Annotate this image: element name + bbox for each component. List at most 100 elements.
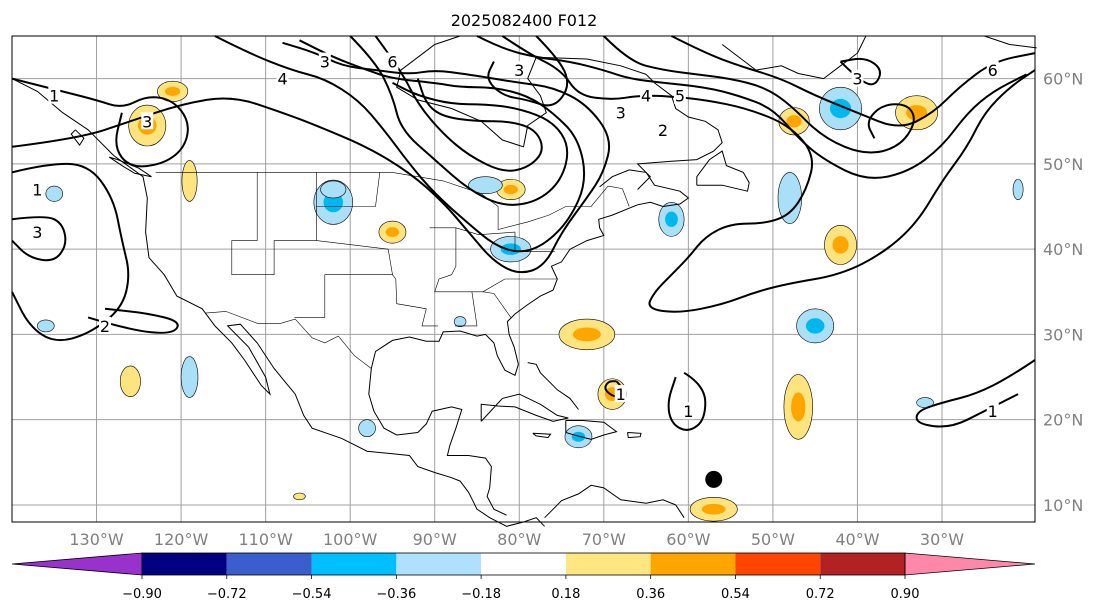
colorbar-tick-label: 0.72 xyxy=(806,587,835,602)
contour-label-bg xyxy=(276,69,289,87)
contour-line xyxy=(11,162,130,342)
colorbar-tick-label: −0.54 xyxy=(292,587,332,602)
colorbar-tick-label: 0.54 xyxy=(721,587,750,602)
contour-label: 1 xyxy=(32,180,42,199)
contour-label-bg xyxy=(48,86,61,104)
anomaly-blob xyxy=(1012,178,1024,201)
anomaly-blob xyxy=(293,492,306,501)
coastline xyxy=(696,150,750,192)
colorbar-segment xyxy=(142,553,227,575)
anomaly-blob xyxy=(358,419,376,438)
coastline xyxy=(984,35,1037,49)
contour-label: 1 xyxy=(988,402,998,421)
coastline xyxy=(370,169,690,377)
contour-line xyxy=(11,216,67,262)
map-frame xyxy=(11,35,1036,523)
boundary-line xyxy=(316,172,381,207)
storm-marker xyxy=(705,470,723,488)
anomaly-blob xyxy=(777,172,802,224)
colorbar-segment xyxy=(820,553,905,575)
contour-label-bg xyxy=(99,316,111,334)
colorbar-segment xyxy=(481,553,566,575)
contour-label-bg xyxy=(318,52,331,70)
colorbar-segment xyxy=(735,553,821,575)
colorbar-segment xyxy=(396,553,482,575)
contour-label: 1 xyxy=(49,87,59,106)
lon-tick-label: 40°W xyxy=(835,530,879,549)
colorbar-tick-label: −0.36 xyxy=(376,587,416,602)
colorbar-segment xyxy=(311,553,397,575)
contour-label-bg xyxy=(31,180,44,198)
colorbar-tick-label: 0.18 xyxy=(551,587,580,602)
lat-tick-label: 30°N xyxy=(1043,325,1083,344)
coastline xyxy=(544,484,685,519)
contour-label: 3 xyxy=(514,61,524,80)
boundary-line xyxy=(434,227,557,293)
contour-line xyxy=(667,371,707,431)
contour-line xyxy=(87,307,179,334)
contour-line xyxy=(915,359,1036,428)
contour-line xyxy=(11,77,189,168)
boundary-line xyxy=(294,240,393,318)
contour-label: 3 xyxy=(142,112,152,131)
map-title: 2025082400 F012 xyxy=(451,11,598,30)
contour-label-bg xyxy=(673,86,686,104)
colorbar-segment xyxy=(650,553,736,575)
boundary-line xyxy=(482,291,512,318)
latitude-tick-labels: 60°N 50°N 40°N 30°N 20°N 10°N xyxy=(1043,70,1083,515)
colorbar-extend-max xyxy=(904,552,1036,576)
contour-label: 4 xyxy=(641,87,651,106)
anomaly-core xyxy=(503,184,519,195)
colorbar-tick-label: 0.36 xyxy=(636,587,665,602)
lat-tick-label: 20°N xyxy=(1043,411,1083,430)
coastline xyxy=(532,432,552,439)
colorbar-segment xyxy=(226,553,312,575)
lon-tick-label: 50°W xyxy=(751,530,795,549)
contour-line xyxy=(349,35,569,206)
contour-line xyxy=(11,41,611,274)
contour-label: 2 xyxy=(100,317,110,336)
lon-tick-label: 110°W xyxy=(238,530,293,549)
contour-label-bg xyxy=(513,61,526,79)
boundary-line xyxy=(205,311,372,369)
anomaly-blob xyxy=(453,316,467,328)
colorbar-frame xyxy=(141,552,906,576)
contour-label: 3 xyxy=(320,53,330,72)
boundary-line xyxy=(155,172,630,230)
anomaly-core xyxy=(572,327,601,342)
contour-label: 1 xyxy=(616,385,626,404)
anomaly-core xyxy=(571,431,586,442)
contour-label-bg xyxy=(986,61,999,79)
contour-label: 6 xyxy=(387,53,397,72)
contour-label-bg xyxy=(386,52,399,70)
contour-label-bg xyxy=(614,385,627,403)
colorbar-tick-label: −0.18 xyxy=(461,587,501,602)
contour-label-bg xyxy=(851,69,864,87)
contour-line xyxy=(603,35,915,154)
contour-label: 3 xyxy=(852,70,862,89)
colorbar: −0.90 −0.72 −0.54 −0.36 −0.18 0.18 0.36 0.54 0.7… xyxy=(11,552,1036,602)
coastline xyxy=(480,393,569,422)
anomaly-blob xyxy=(181,160,198,202)
coastline xyxy=(721,35,867,80)
contour-label-bg xyxy=(657,120,669,138)
contour-line xyxy=(487,35,569,107)
storm-position-dot xyxy=(705,470,723,488)
anomaly-shading xyxy=(37,80,1024,522)
colorbar-tick-label: −0.72 xyxy=(207,587,247,602)
contour-label: 2 xyxy=(658,121,668,140)
boundary-line xyxy=(231,172,317,275)
coastline xyxy=(527,362,579,410)
anomaly-core xyxy=(665,211,678,227)
colorbar-tick-label: 0.90 xyxy=(891,587,920,602)
contour-label: 5 xyxy=(675,87,685,106)
coastline xyxy=(11,78,545,527)
anomaly-core xyxy=(791,392,806,422)
anomaly-core xyxy=(385,227,400,238)
coastline xyxy=(368,368,507,516)
contour-label-bg xyxy=(682,402,695,420)
lon-tick-label: 70°W xyxy=(582,530,626,549)
anomaly-blob xyxy=(468,176,503,195)
anomaly-core xyxy=(906,105,928,121)
